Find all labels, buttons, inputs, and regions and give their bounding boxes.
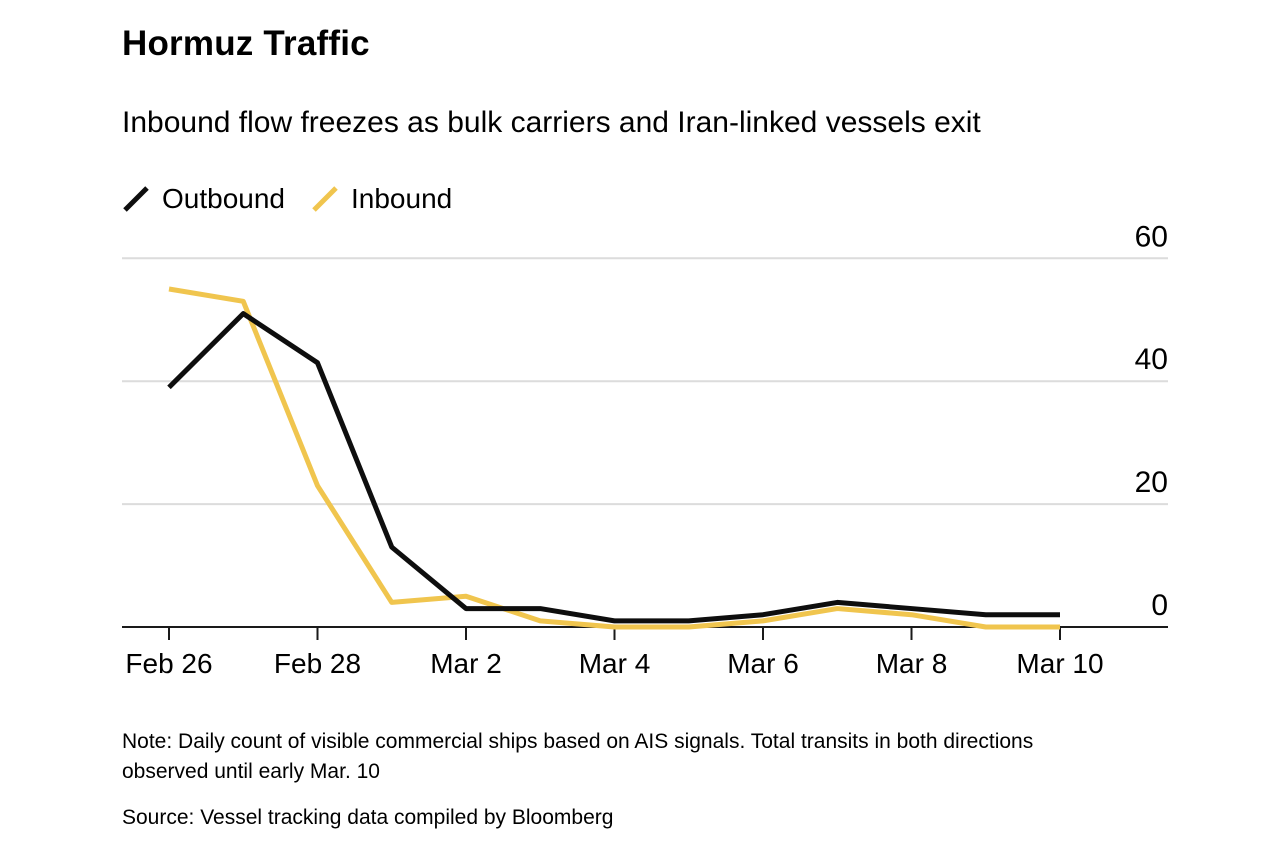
x-axis-tick-label: Mar 10 — [1016, 648, 1103, 679]
x-axis-tick-label: Mar 4 — [579, 648, 651, 679]
y-axis-tick-label: 40 — [1135, 343, 1168, 376]
outbound-line-swatch-icon — [123, 186, 149, 212]
series-line-inbound — [168, 286, 1060, 630]
x-axis-tick-label: Feb 26 — [125, 648, 212, 679]
legend-item-outbound: Outbound — [122, 183, 285, 215]
chart-note: Note: Daily count of visible commercial … — [122, 730, 1034, 783]
legend: Outbound Inbound — [122, 183, 452, 215]
y-axis-tick-label: 20 — [1135, 466, 1168, 499]
legend-item-inbound: Inbound — [311, 183, 452, 215]
y-axis-tick-label: 60 — [1135, 220, 1168, 253]
x-axis-tick-label: Mar 8 — [876, 648, 948, 679]
y-axis-tick-label: 0 — [1151, 589, 1168, 622]
chart-source: Source: Vessel tracking data compiled by… — [122, 806, 614, 829]
legend-label-outbound: Outbound — [162, 183, 285, 214]
inbound-line-swatch-icon — [312, 186, 338, 212]
chart-title: Hormuz Traffic — [122, 24, 370, 63]
x-axis-tick-label: Mar 2 — [430, 648, 502, 679]
series-line-outbound — [167, 311, 1060, 624]
chart-subtitle: Inbound flow freezes as bulk carriers an… — [122, 106, 981, 139]
legend-label-inbound: Inbound — [351, 183, 453, 214]
x-axis-tick-label: Mar 6 — [727, 648, 799, 679]
x-axis-tick-label: Feb 28 — [274, 648, 361, 679]
